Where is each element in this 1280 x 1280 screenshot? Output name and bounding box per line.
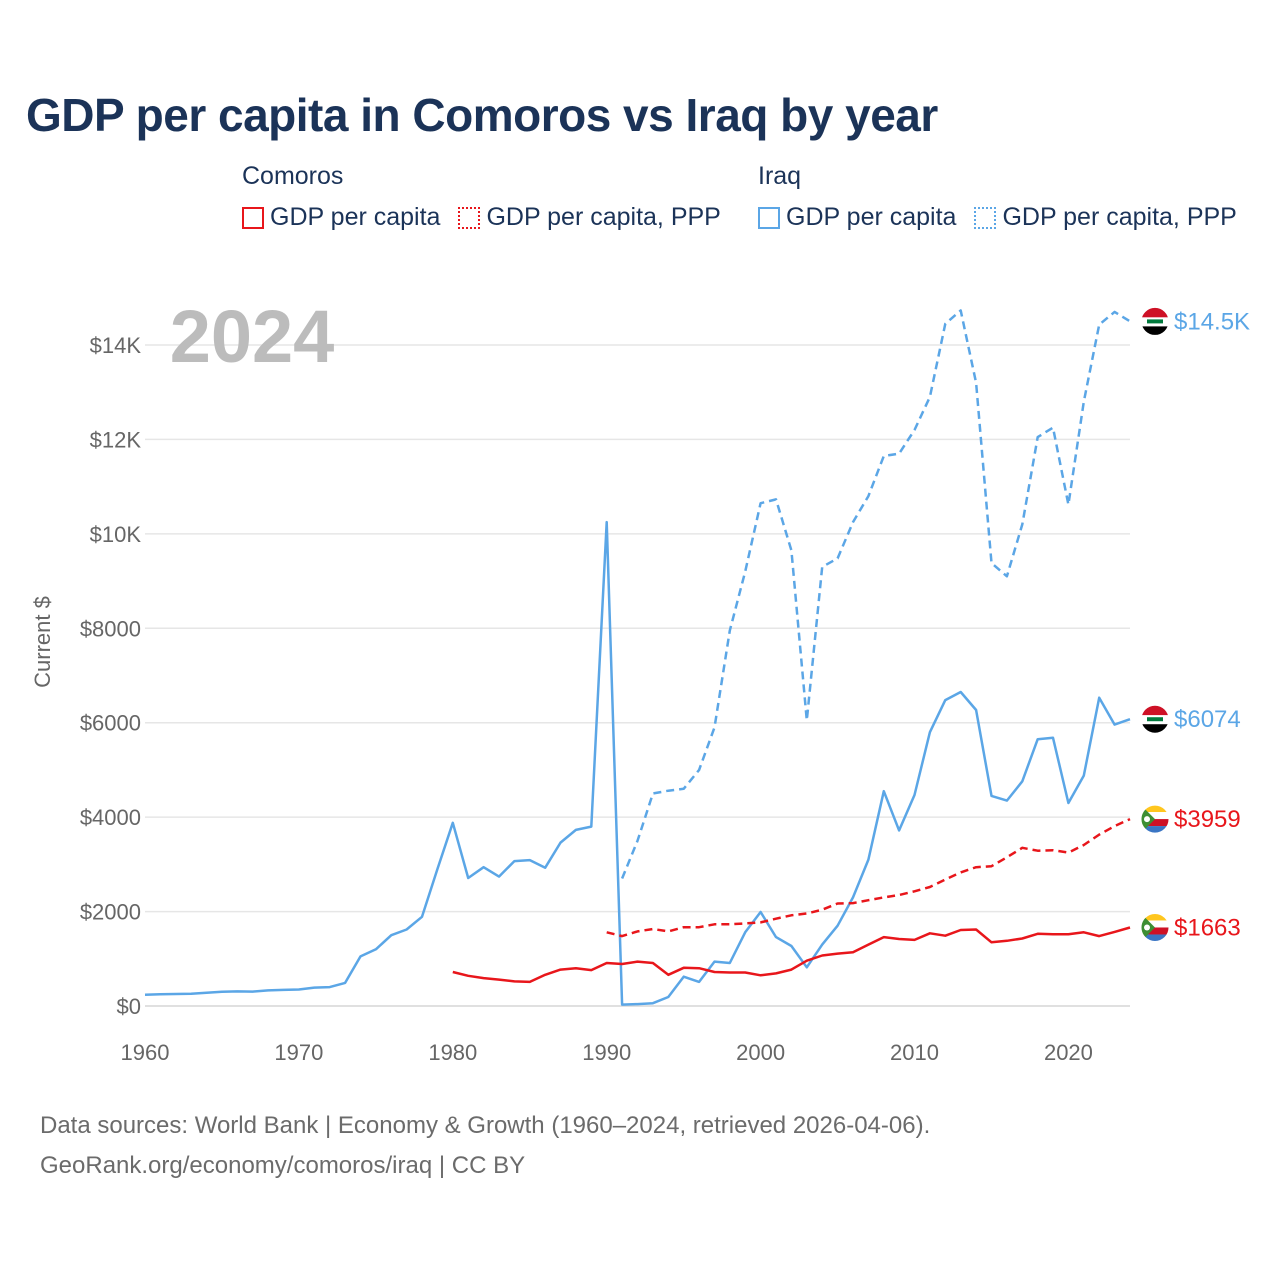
x-axis-ticks: 1960 1970 1980 1990 2000 2010 2020	[121, 1040, 1093, 1065]
comoros-flag-icon	[1140, 804, 1170, 834]
series-lines	[144, 309, 1131, 1006]
y-tick-label: $4000	[80, 805, 141, 830]
x-tick-label: 1960	[121, 1040, 170, 1065]
end-value-label: $6074	[1174, 706, 1241, 733]
legend-swatch-dotted	[974, 206, 997, 229]
end-labels: $14.5K $6074 $3959 $1663	[1140, 306, 1250, 942]
x-tick-label: 2020	[1044, 1040, 1093, 1065]
year-watermark: 2024	[170, 295, 335, 378]
flag-border	[1140, 804, 1170, 834]
flag-stripe	[1141, 705, 1169, 716]
y-tick-label: $10K	[90, 522, 142, 547]
iraq-flag-icon	[1140, 704, 1170, 734]
series-line	[144, 520, 1131, 1006]
source-note: Data sources: World Bank | Economy & Gro…	[40, 1106, 930, 1186]
y-tick-label: $6000	[80, 711, 141, 736]
legend-item-comoros-gdp[interactable]: GDP per capita	[242, 203, 440, 232]
flag-stripe	[1141, 326, 1169, 336]
y-tick-label: $8000	[80, 616, 141, 641]
legend-item-iraq-gdp-ppp[interactable]: GDP per capita, PPP	[974, 203, 1237, 232]
flag-stripe	[1141, 819, 1169, 827]
y-axis-label: Current $	[30, 596, 55, 688]
series-line	[606, 817, 1131, 938]
flag-crescent	[1144, 924, 1150, 931]
series-line	[452, 926, 1131, 984]
flag-stripe	[1141, 724, 1169, 734]
flag-stripe	[1141, 805, 1169, 813]
flag-stripe	[1141, 812, 1169, 820]
y-tick-label: $2000	[80, 900, 141, 925]
end-value-label: $14.5K	[1174, 308, 1250, 335]
flag-body	[1141, 913, 1169, 942]
x-tick-label: 2010	[890, 1040, 939, 1065]
legend-label: GDP per capita	[270, 203, 441, 231]
grid	[145, 344, 1130, 1007]
legend-label: GDP per capita, PPP	[486, 203, 721, 231]
flag-stripe	[1141, 920, 1169, 928]
flag-border	[1140, 704, 1170, 734]
legend-group-title: Iraq	[758, 162, 802, 190]
flag-body	[1141, 805, 1169, 834]
y-tick-label: $12K	[90, 427, 142, 452]
y-tick-label: $14K	[90, 333, 142, 358]
flag-body	[1141, 705, 1169, 734]
x-tick-label: 1980	[428, 1040, 477, 1065]
source-line-2[interactable]: GeoRank.org/economy/comoros/iraq | CC BY	[40, 1152, 526, 1179]
flag-stripe	[1141, 307, 1169, 318]
series-line	[620, 309, 1131, 879]
legend-group-title: Comoros	[242, 162, 344, 190]
legend-swatch-dotted	[458, 206, 481, 229]
legend-item-comoros-gdp-ppp[interactable]: GDP per capita, PPP	[458, 203, 721, 232]
flag-emblem	[1147, 319, 1163, 324]
legend-group-comoros: Comoros GDP per capita GDP per capita, P…	[242, 162, 721, 232]
flag-stripe	[1141, 826, 1169, 834]
legend-item-iraq-gdp[interactable]: GDP per capita	[758, 203, 956, 232]
flag-stripe	[1141, 913, 1169, 921]
x-tick-label: 1970	[274, 1040, 323, 1065]
x-tick-label: 1990	[582, 1040, 631, 1065]
flag-stripe	[1141, 927, 1169, 935]
flag-stripe	[1141, 934, 1169, 942]
flag-body	[1141, 307, 1169, 336]
legend-swatch-solid	[758, 206, 780, 229]
flag-border	[1140, 912, 1170, 942]
flag-crescent	[1144, 816, 1150, 823]
legend-label: GDP per capita	[786, 203, 957, 231]
flag-emblem	[1147, 717, 1163, 722]
iraq-flag-icon	[1140, 306, 1170, 336]
legend-swatch-solid	[242, 206, 264, 229]
source-line-1: Data sources: World Bank | Economy & Gro…	[40, 1112, 931, 1139]
legend-group-iraq: Iraq GDP per capita GDP per capita, PPP	[758, 162, 1237, 232]
flag-border	[1140, 306, 1170, 336]
x-tick-label: 2000	[736, 1040, 785, 1065]
legend-label: GDP per capita, PPP	[1002, 203, 1237, 231]
end-value-label: $1663	[1174, 914, 1241, 941]
comoros-flag-icon	[1140, 912, 1170, 942]
chart-title: GDP per capita in Comoros vs Iraq by yea…	[26, 89, 938, 141]
end-value-label: $3959	[1174, 806, 1241, 833]
y-tick-label: $0	[117, 994, 141, 1019]
y-axis-ticks: $0 $2000 $4000 $6000 $8000 $10K $12K $14K	[80, 333, 142, 1019]
